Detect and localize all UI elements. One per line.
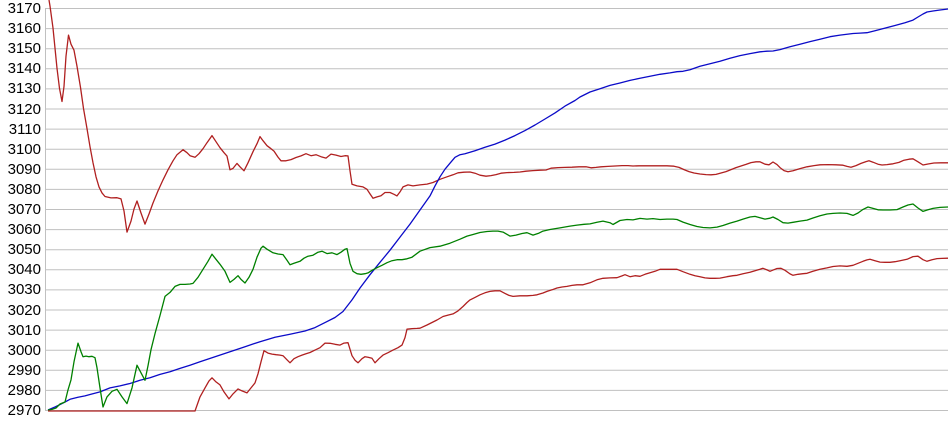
- y-axis-labels: 3170 3160 3150 3140 3130 3120 3110 3100 3090 3080…: [0, 0, 41, 435]
- y-axis-tick-label: 3150: [7, 40, 41, 58]
- y-axis-tick-label: 3090: [7, 160, 41, 178]
- y-axis-tick-label: 3030: [7, 281, 41, 299]
- y-axis-tick-label: 3020: [7, 301, 41, 319]
- y-axis-tick-label: 3060: [7, 221, 41, 239]
- y-axis-tick-label: 3140: [7, 60, 41, 78]
- y-axis-tick-label: 2980: [7, 381, 41, 399]
- y-axis-tick-label: 3110: [8, 120, 41, 138]
- y-axis-tick-label: 3160: [7, 20, 41, 38]
- y-axis-tick-label: 3010: [7, 321, 41, 339]
- blue-line: [47, 8, 949, 411]
- y-axis-tick-label: 3100: [7, 140, 41, 158]
- y-axis-tick-label: 2970: [7, 402, 41, 419]
- y-axis-tick-label: 3040: [7, 261, 41, 279]
- y-axis-tick-label: 3050: [7, 241, 41, 259]
- upper-dark-red-line: [48, 0, 948, 233]
- y-axis-tick-label: 3080: [7, 180, 41, 198]
- lower-dark-red-line: [48, 255, 949, 412]
- y-axis-tick-label: 3120: [7, 100, 41, 118]
- y-axis-tick-label: 3130: [7, 80, 41, 98]
- y-axis-tick-label: 3170: [7, 0, 41, 17]
- y-axis-tick-label: 3000: [7, 341, 41, 359]
- y-axis-tick-label: 3070: [7, 201, 41, 218]
- y-axis-tick-label: 2990: [7, 361, 41, 379]
- green-line: [47, 203, 949, 411]
